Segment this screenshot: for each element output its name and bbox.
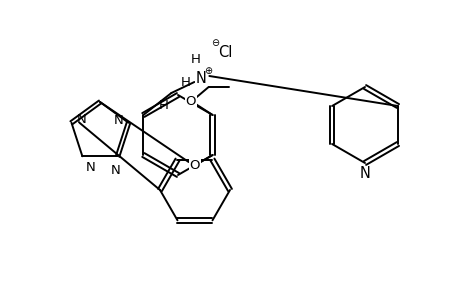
Text: N: N — [111, 164, 120, 177]
Text: Cl: Cl — [218, 44, 232, 59]
Text: O: O — [185, 94, 196, 107]
Text: N: N — [196, 70, 207, 86]
Text: N: N — [85, 161, 95, 174]
Text: N: N — [359, 166, 369, 181]
Text: O: O — [189, 158, 200, 172]
Text: H: H — [158, 99, 168, 112]
Text: N: N — [76, 113, 86, 126]
Text: H: H — [180, 76, 190, 88]
Text: ⊕: ⊕ — [204, 66, 212, 76]
Text: H: H — [190, 53, 200, 66]
Text: ⊖: ⊖ — [211, 38, 218, 48]
Text: N: N — [113, 114, 123, 127]
